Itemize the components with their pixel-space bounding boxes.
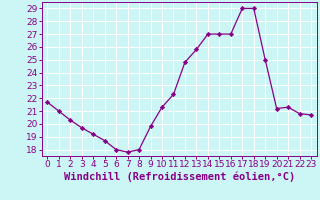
X-axis label: Windchill (Refroidissement éolien,°C): Windchill (Refroidissement éolien,°C) [64,172,295,182]
